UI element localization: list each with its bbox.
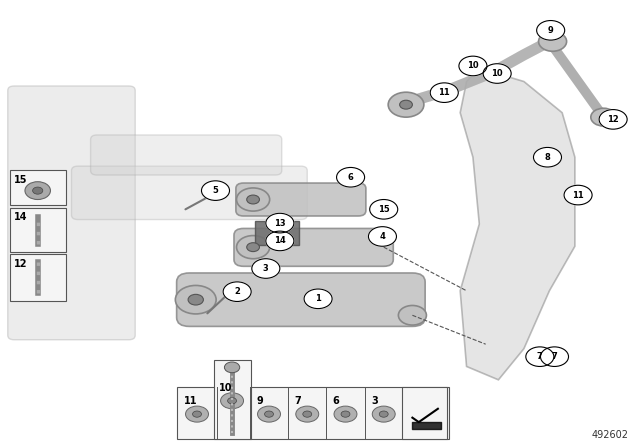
Circle shape <box>266 231 294 251</box>
Text: 1: 1 <box>315 294 321 303</box>
Text: 5: 5 <box>212 186 218 195</box>
Circle shape <box>304 289 332 309</box>
Text: 9: 9 <box>256 396 263 406</box>
Circle shape <box>264 411 273 417</box>
Circle shape <box>399 100 412 109</box>
Circle shape <box>246 195 259 204</box>
Text: 7: 7 <box>537 352 543 361</box>
Circle shape <box>237 188 269 211</box>
FancyBboxPatch shape <box>72 166 307 220</box>
Circle shape <box>303 411 312 417</box>
FancyBboxPatch shape <box>177 273 425 327</box>
Text: 11: 11 <box>572 190 584 199</box>
FancyBboxPatch shape <box>10 254 67 301</box>
Text: 14: 14 <box>14 211 28 221</box>
Circle shape <box>341 411 350 417</box>
Circle shape <box>537 21 564 40</box>
Circle shape <box>25 182 51 199</box>
Circle shape <box>398 306 426 325</box>
Text: 15: 15 <box>14 175 28 185</box>
Circle shape <box>237 236 269 259</box>
Text: 15: 15 <box>378 205 390 214</box>
Circle shape <box>380 411 388 417</box>
Text: 8: 8 <box>545 153 550 162</box>
Text: 3: 3 <box>263 264 269 273</box>
Text: 2: 2 <box>234 287 240 296</box>
Text: 10: 10 <box>467 61 479 70</box>
Text: 10: 10 <box>220 383 233 393</box>
Circle shape <box>334 406 357 422</box>
Circle shape <box>540 347 568 366</box>
Text: 12: 12 <box>14 259 28 269</box>
FancyBboxPatch shape <box>401 387 447 439</box>
Text: 13: 13 <box>274 219 285 228</box>
Circle shape <box>228 398 237 404</box>
Circle shape <box>33 187 43 194</box>
Text: 12: 12 <box>607 115 619 124</box>
Text: 4: 4 <box>380 232 385 241</box>
FancyBboxPatch shape <box>255 221 299 245</box>
FancyBboxPatch shape <box>177 387 449 439</box>
FancyBboxPatch shape <box>234 228 394 266</box>
Circle shape <box>534 147 561 167</box>
Text: 492602: 492602 <box>592 430 629 440</box>
Text: 9: 9 <box>548 26 554 35</box>
Circle shape <box>599 110 627 129</box>
FancyBboxPatch shape <box>91 135 282 175</box>
Circle shape <box>223 282 251 302</box>
Circle shape <box>246 243 259 252</box>
Circle shape <box>591 108 616 126</box>
Text: 14: 14 <box>274 237 285 246</box>
Circle shape <box>202 181 230 200</box>
Circle shape <box>483 64 511 83</box>
Text: 7: 7 <box>552 352 557 361</box>
Circle shape <box>564 185 592 205</box>
FancyBboxPatch shape <box>236 183 366 216</box>
Text: 10: 10 <box>492 69 503 78</box>
Text: 11: 11 <box>184 396 198 406</box>
FancyBboxPatch shape <box>214 360 251 439</box>
Circle shape <box>225 362 240 373</box>
Text: 6: 6 <box>333 396 339 406</box>
Polygon shape <box>460 68 575 380</box>
Circle shape <box>186 406 209 422</box>
Circle shape <box>369 227 396 246</box>
Text: 6: 6 <box>348 173 353 182</box>
Text: 7: 7 <box>294 396 301 406</box>
Circle shape <box>388 92 424 117</box>
Circle shape <box>193 411 202 417</box>
Circle shape <box>221 393 244 409</box>
Text: 11: 11 <box>438 88 450 97</box>
Circle shape <box>257 406 280 422</box>
Circle shape <box>370 199 397 219</box>
Circle shape <box>372 406 395 422</box>
Circle shape <box>175 285 216 314</box>
Circle shape <box>296 406 319 422</box>
FancyBboxPatch shape <box>8 86 135 340</box>
FancyBboxPatch shape <box>10 170 67 205</box>
Circle shape <box>337 168 365 187</box>
Circle shape <box>526 347 554 366</box>
FancyBboxPatch shape <box>10 207 67 252</box>
Text: 3: 3 <box>371 396 378 406</box>
Circle shape <box>539 32 566 51</box>
Circle shape <box>266 213 294 233</box>
Circle shape <box>188 294 204 305</box>
Circle shape <box>430 83 458 103</box>
Circle shape <box>459 56 487 76</box>
Circle shape <box>252 259 280 278</box>
